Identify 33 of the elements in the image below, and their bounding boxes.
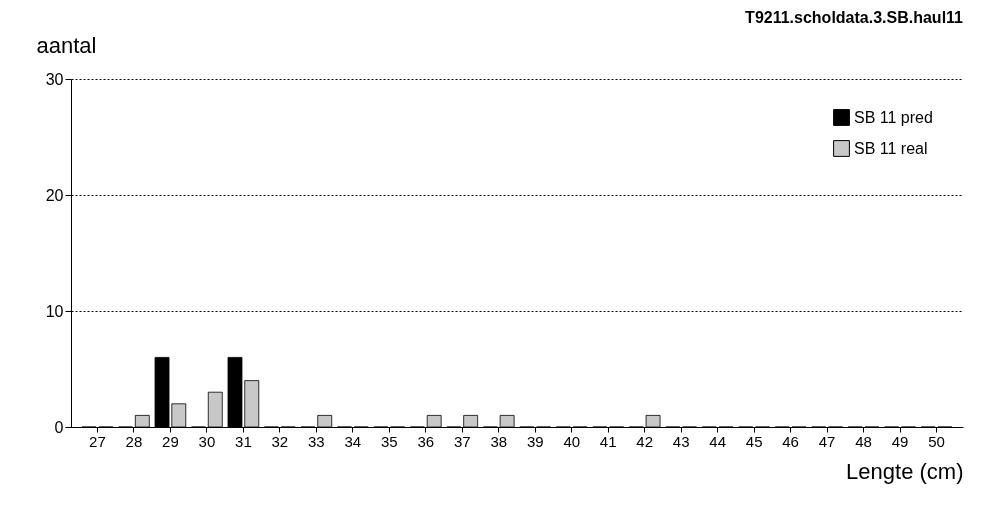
legend-label: SB 11 real [854,139,928,157]
x-tick-label: 29 [162,432,179,450]
x-tick-label: 27 [89,432,106,450]
x-tick-label: 35 [380,432,398,450]
x-tick-label: 37 [453,432,471,450]
x-tick-label: 47 [818,432,836,450]
x-tick-label: 50 [928,432,945,450]
x-tick-label: 36 [417,432,435,450]
x-tick-label: 39 [526,432,544,450]
x-tick-label: 40 [563,432,581,450]
x-tick-label: 28 [125,432,143,450]
x-axis-title: Lengte (cm) [846,458,964,484]
x-tick-label: 32 [271,432,289,450]
y-tick-label: 0 [54,418,64,436]
x-tick-label: 34 [344,432,362,450]
x-tick-label: 49 [891,432,909,450]
x-tick-label: 45 [745,432,763,450]
x-tick-label: 38 [490,432,508,450]
x-tick-label: 48 [855,432,872,450]
x-tick-label: 33 [308,432,325,450]
x-tick-label: 46 [782,432,799,450]
x-tick-label: 31 [235,432,252,450]
x-tick-label: 44 [709,432,726,450]
chart-title: T9211.scholdata.3.SB.haul11 [745,9,964,26]
legend-label: SB 11 pred [854,108,933,126]
x-tick-label: 42 [636,432,654,450]
y-axis-title: aantal [36,32,97,58]
y-tick-label: 20 [45,186,64,204]
x-tick-label: 43 [672,432,690,450]
y-tick-label: 30 [45,70,64,88]
x-tick-label: 30 [198,432,216,450]
y-tick-label: 10 [45,302,64,320]
x-tick-label: 41 [599,432,617,450]
